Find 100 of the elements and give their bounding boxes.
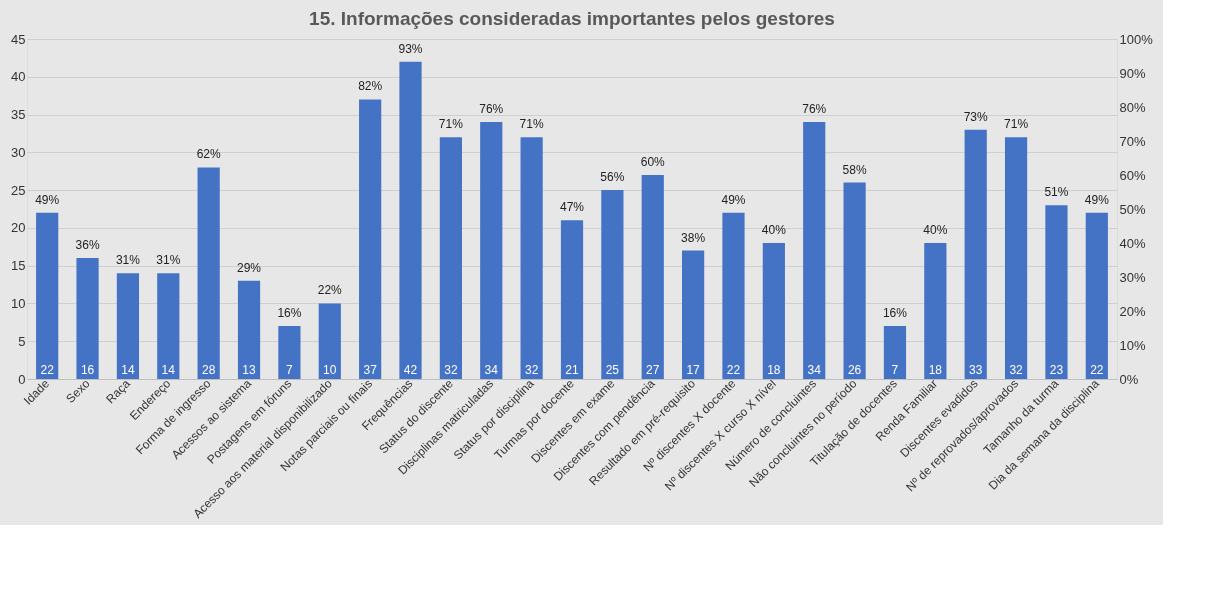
bar bbox=[964, 129, 987, 379]
data-label: 18 bbox=[928, 363, 943, 377]
data-label: 27 bbox=[646, 363, 660, 377]
bar bbox=[722, 212, 745, 379]
data-label: 42 bbox=[403, 363, 418, 377]
annotation: 56% bbox=[600, 170, 625, 185]
y-tick-label: 25 bbox=[11, 182, 26, 198]
data-label: 26 bbox=[847, 363, 862, 377]
bar bbox=[1004, 137, 1028, 379]
bar bbox=[762, 243, 785, 379]
bar bbox=[883, 326, 907, 379]
data-label: 25 bbox=[605, 363, 620, 377]
annotation: 40% bbox=[923, 223, 948, 237]
data-label: 21 bbox=[565, 363, 579, 377]
annotation: 31% bbox=[115, 253, 141, 268]
y-tick-label: 40 bbox=[11, 69, 26, 85]
data-label: 32 bbox=[1009, 363, 1024, 377]
annotation: 76% bbox=[479, 102, 504, 117]
y-tick-label: 0 bbox=[18, 371, 26, 387]
data-label: 7 bbox=[286, 363, 294, 377]
y2-tick-label: 90% bbox=[1119, 65, 1146, 81]
y2-tick-label: 70% bbox=[1119, 133, 1146, 149]
annotation: 49% bbox=[1084, 192, 1110, 207]
annotation: 76% bbox=[802, 102, 827, 117]
bar bbox=[480, 122, 503, 379]
y-tick-label: 30 bbox=[11, 144, 26, 160]
data-label: 34 bbox=[484, 363, 499, 377]
y2-tick-label: 0% bbox=[1119, 371, 1139, 387]
annotation: 36% bbox=[75, 238, 100, 253]
annotation: 71% bbox=[1004, 117, 1029, 132]
data-label: 7 bbox=[891, 363, 899, 377]
data-label: 22 bbox=[1090, 363, 1104, 377]
data-label: 32 bbox=[524, 363, 539, 377]
bar bbox=[924, 243, 947, 379]
bar bbox=[278, 326, 301, 379]
data-label: 37 bbox=[363, 363, 378, 377]
bar bbox=[36, 212, 59, 379]
annotation: 58% bbox=[842, 162, 867, 177]
data-label: 22 bbox=[40, 363, 55, 377]
bar bbox=[682, 250, 705, 379]
y2-tick-label: 20% bbox=[1119, 303, 1146, 319]
chart-title: 15. Informações consideradas importantes pelos gestores bbox=[309, 8, 835, 29]
bar bbox=[359, 99, 382, 379]
bar bbox=[803, 122, 826, 379]
bar bbox=[197, 167, 220, 379]
annotation: 16% bbox=[277, 306, 302, 321]
bar bbox=[116, 273, 140, 379]
y-tick-label: 20 bbox=[11, 220, 26, 236]
annotation: 62% bbox=[196, 147, 221, 162]
annotation: 47% bbox=[559, 200, 585, 215]
annotation: 71% bbox=[519, 117, 544, 132]
data-label: 14 bbox=[121, 363, 135, 377]
data-label: 14 bbox=[161, 363, 176, 377]
data-label: 16 bbox=[80, 363, 95, 377]
data-label: 28 bbox=[201, 363, 216, 377]
y2-tick-label: 100% bbox=[1119, 31, 1154, 47]
data-label: 10 bbox=[323, 363, 337, 377]
bar bbox=[318, 303, 341, 379]
data-label: 13 bbox=[242, 363, 257, 377]
y-tick-label: 10 bbox=[11, 295, 26, 311]
bar bbox=[641, 175, 664, 379]
y-tick-label: 35 bbox=[11, 107, 26, 123]
data-label: 23 bbox=[1049, 363, 1064, 377]
bar bbox=[399, 61, 422, 379]
y2-tick-label: 10% bbox=[1119, 337, 1146, 353]
annotation: 82% bbox=[358, 79, 383, 94]
bar bbox=[1085, 212, 1108, 379]
annotation: 49% bbox=[721, 192, 746, 207]
bar bbox=[520, 137, 543, 379]
bar bbox=[560, 220, 584, 379]
annotation: 51% bbox=[1044, 185, 1069, 200]
y2-tick-label: 60% bbox=[1119, 167, 1146, 183]
bar bbox=[843, 182, 866, 379]
annotation: 29% bbox=[237, 260, 262, 275]
annotation: 31% bbox=[156, 253, 181, 268]
bar bbox=[439, 137, 462, 379]
y2-tick-label: 40% bbox=[1119, 235, 1146, 251]
data-label: 34 bbox=[807, 363, 822, 377]
data-label: 33 bbox=[969, 363, 983, 377]
y-tick-label: 5 bbox=[18, 333, 26, 349]
y-tick-label: 45 bbox=[11, 31, 26, 47]
y2-tick-label: 80% bbox=[1119, 99, 1146, 115]
bar bbox=[1045, 205, 1068, 379]
bar bbox=[601, 190, 624, 379]
bar bbox=[237, 280, 261, 379]
annotation: 60% bbox=[640, 155, 666, 169]
data-label: 18 bbox=[767, 363, 781, 377]
annotation: 49% bbox=[35, 192, 60, 207]
annotation: 22% bbox=[317, 283, 343, 298]
y2-tick-label: 50% bbox=[1119, 201, 1146, 217]
annotation: 16% bbox=[882, 306, 908, 321]
annotation: 38% bbox=[681, 230, 706, 245]
annotation: 93% bbox=[398, 41, 423, 56]
data-label: 22 bbox=[726, 363, 741, 377]
annotation: 73% bbox=[963, 109, 989, 124]
bar bbox=[76, 258, 99, 379]
data-label: 17 bbox=[686, 363, 701, 377]
y-tick-label: 15 bbox=[11, 258, 26, 274]
data-label: 32 bbox=[444, 363, 458, 377]
annotation: 71% bbox=[438, 117, 464, 132]
